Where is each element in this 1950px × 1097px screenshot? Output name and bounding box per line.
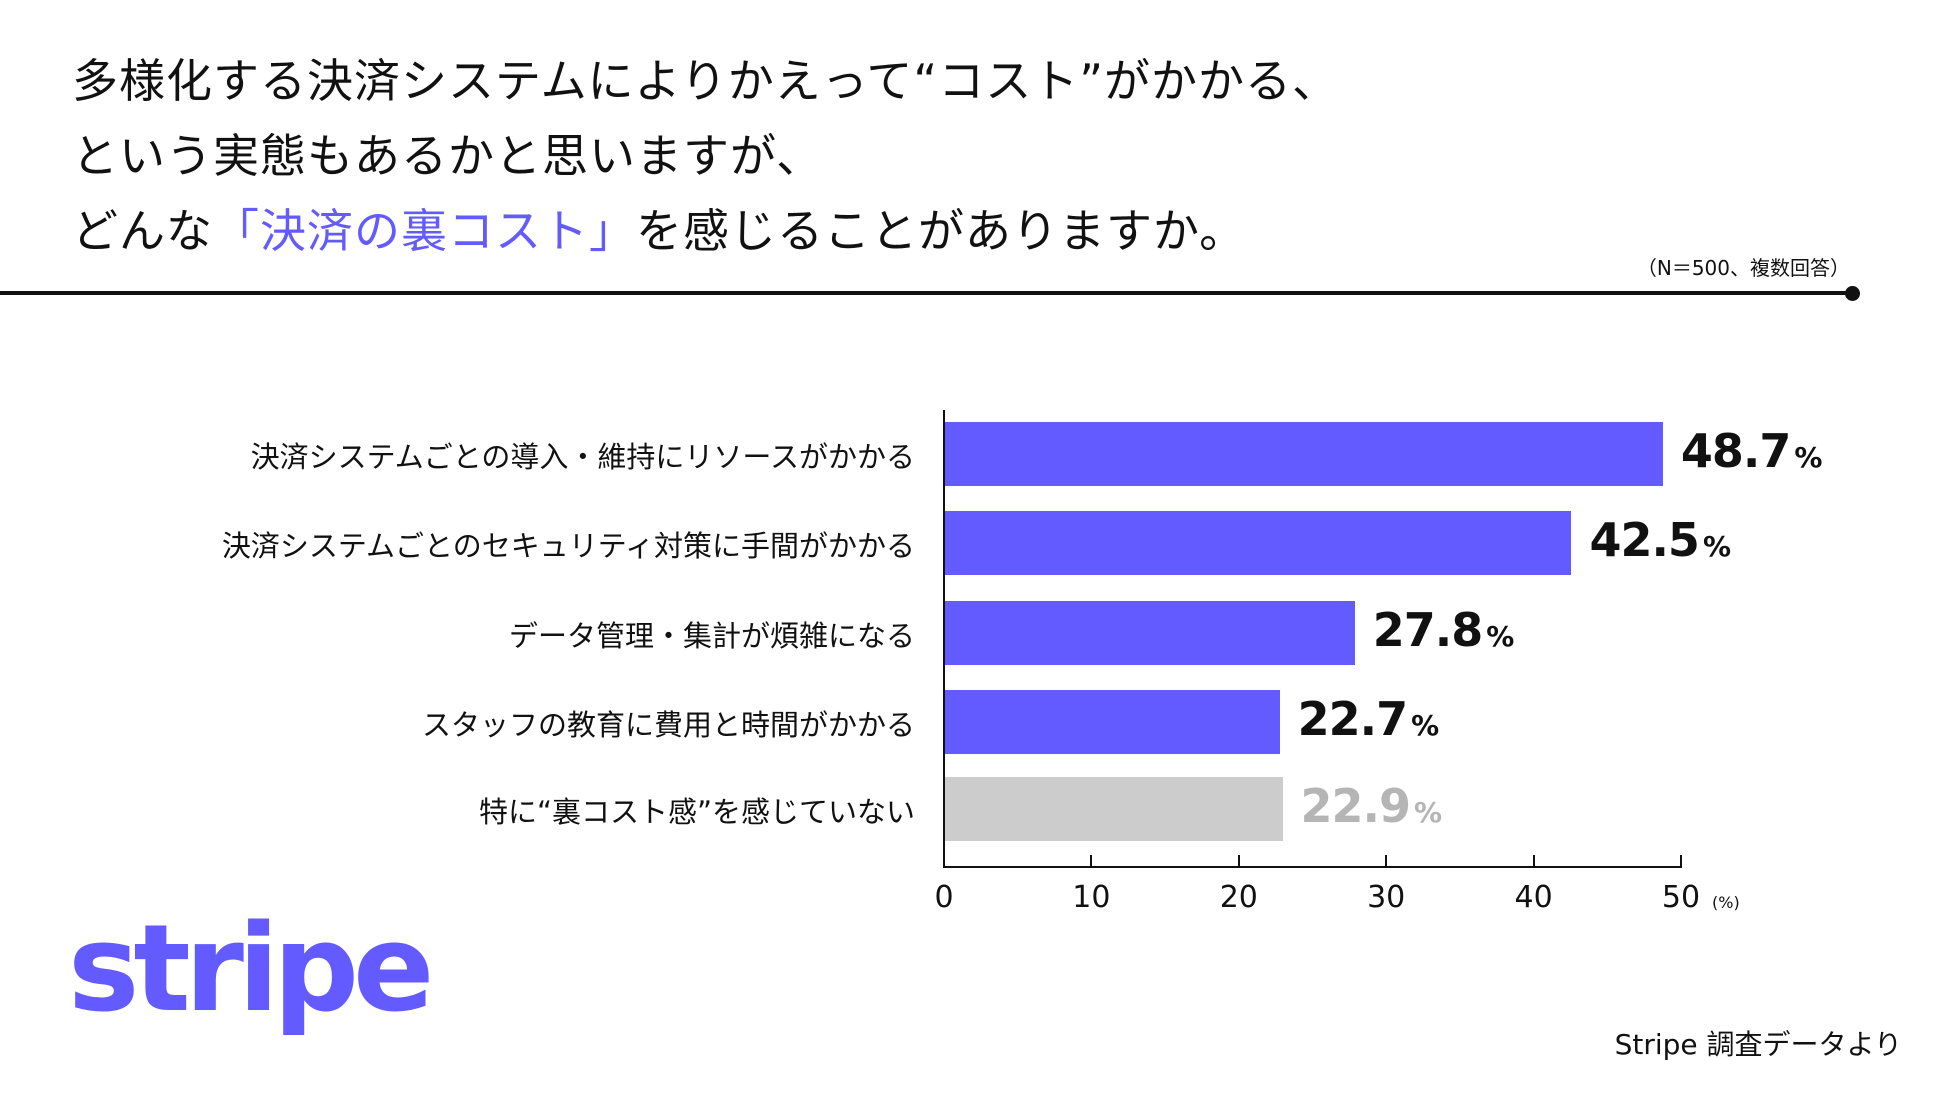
x-tick bbox=[1237, 855, 1240, 867]
title-line-1: 多様化する決済システムによりかえって“コスト”がかかる、 bbox=[72, 54, 1340, 108]
category-label: 特に“裏コスト感”を感じていない bbox=[478, 795, 915, 829]
bar bbox=[945, 690, 1280, 754]
bar bbox=[945, 777, 1283, 841]
category-label: スタッフの教育に費用と時間がかかる bbox=[421, 708, 915, 742]
title-highlight: 「決済の裏コスト」 bbox=[213, 204, 636, 258]
x-tick-label: 10 bbox=[1072, 880, 1111, 915]
percent-sign: % bbox=[1486, 620, 1514, 653]
value-label: 27.8% bbox=[1372, 603, 1515, 657]
percent-sign: % bbox=[1794, 441, 1822, 474]
y-axis-line bbox=[943, 410, 945, 868]
value-label: 42.5% bbox=[1589, 513, 1731, 567]
x-tick-label: 50 bbox=[1661, 880, 1701, 915]
stripe-logo: stripe bbox=[68, 900, 434, 1039]
category-label: 決済システムごとの導入・維持にリソースがかかる bbox=[250, 440, 915, 474]
x-tick-label: 0 bbox=[934, 880, 954, 915]
x-tick-label: 30 bbox=[1367, 880, 1406, 915]
header-divider bbox=[0, 291, 1853, 295]
bar bbox=[945, 601, 1355, 665]
divider-dot-icon bbox=[1845, 286, 1860, 301]
bar bbox=[945, 422, 1663, 486]
value-number: 42.5 bbox=[1589, 513, 1699, 567]
x-tick bbox=[1385, 855, 1388, 867]
value-number: 48.7 bbox=[1680, 424, 1791, 478]
category-label: 決済システムごとのセキュリティ対策に手間がかかる bbox=[221, 529, 915, 563]
x-tick bbox=[1090, 855, 1093, 867]
x-axis-line bbox=[943, 866, 1682, 868]
value-label: 22.9% bbox=[1300, 779, 1443, 833]
percent-sign: % bbox=[1702, 530, 1731, 563]
chart-title: 多様化する決済システムによりかえって“コスト”がかかる、 という実態もあるかと思… bbox=[72, 44, 1339, 269]
value-label: 22.7% bbox=[1297, 692, 1440, 746]
category-label: データ管理・集計が煩雑になる bbox=[508, 619, 915, 653]
bar bbox=[945, 511, 1572, 575]
x-tick-label: 20 bbox=[1219, 880, 1258, 915]
sample-note: （N＝500、複数回答） bbox=[1636, 256, 1850, 280]
source-note: Stripe 調査データより bbox=[1614, 1028, 1902, 1061]
percent-sign: % bbox=[1414, 796, 1442, 829]
title-line-2: という実態もあるかと思いますが、 bbox=[72, 129, 824, 183]
value-number: 22.7 bbox=[1297, 692, 1408, 746]
x-tick bbox=[1532, 855, 1535, 867]
value-label: 48.7% bbox=[1680, 424, 1823, 478]
x-tick-label: 40 bbox=[1514, 880, 1553, 915]
value-number: 22.9 bbox=[1300, 779, 1411, 833]
value-number: 27.8 bbox=[1372, 603, 1483, 657]
title-line-3: どんな「決済の裏コスト」を感じることがありますか。 bbox=[72, 204, 1247, 258]
x-tick bbox=[1680, 855, 1682, 867]
percent-sign: % bbox=[1411, 709, 1439, 742]
x-axis-unit: (%) bbox=[1712, 893, 1740, 912]
